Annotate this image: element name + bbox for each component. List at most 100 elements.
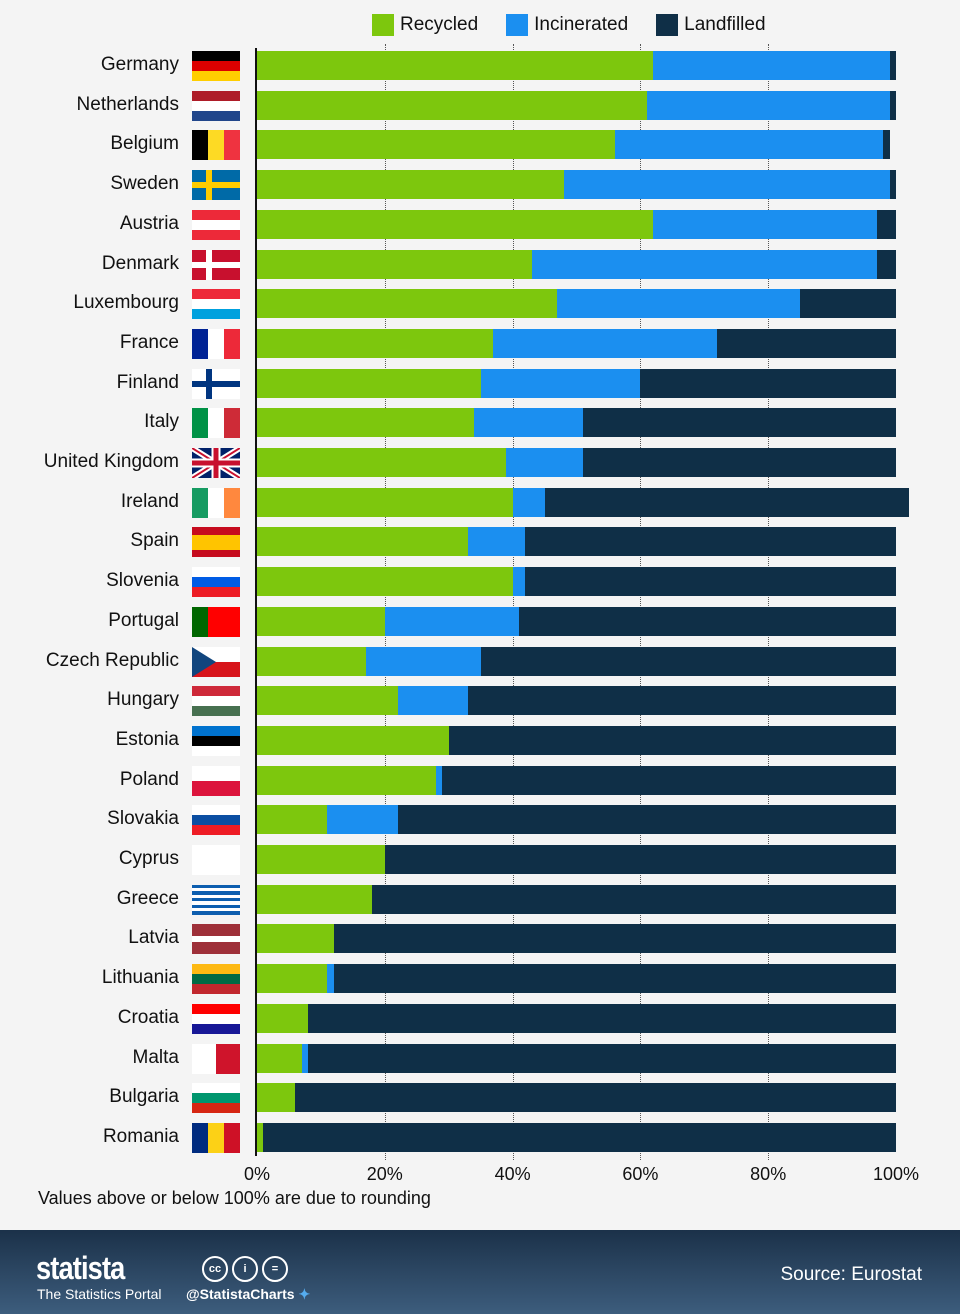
no-derivatives-icon: = [262,1256,288,1282]
flag-icon [192,567,240,598]
category-label: Latvia [128,927,179,949]
flag-icon [192,1043,240,1074]
flag-icon [192,1083,240,1114]
flag-icon [192,964,240,995]
cc-icon: cc [202,1256,228,1282]
bar-row [257,487,909,517]
bar-recycled [257,328,494,358]
license-icons[interactable]: cc i = [202,1256,288,1282]
bar-incinerated [327,805,398,835]
bar-landfilled [640,368,896,398]
bar-recycled [257,1043,302,1073]
flag-icon [192,845,240,875]
category-label: Italy [144,411,179,433]
flag-icon [192,1122,240,1153]
x-tick-label: 60% [622,1164,659,1184]
bar-landfilled [800,289,896,319]
category-label: Croatia [117,1006,179,1028]
twitter-handle[interactable]: @StatistaCharts ✦ [186,1286,310,1303]
bar-recycled [257,289,558,319]
bar-recycled [257,408,475,438]
bar-incinerated [493,328,718,358]
legend-swatch [372,14,394,36]
gridline [640,44,642,1160]
bar-recycled [257,527,468,557]
x-tick-label: 20% [366,1164,403,1184]
bar-recycled [257,51,654,80]
bar-row [257,884,896,914]
bar-incinerated [512,487,545,517]
bar-row [257,845,896,874]
flag-icon [192,487,240,518]
bar-incinerated [467,527,526,557]
bar-recycled [257,1083,296,1113]
x-tick-label: 0% [243,1164,271,1184]
bar-incinerated [653,51,890,80]
bar-incinerated [506,448,583,477]
category-label: United Kingdom [43,451,179,472]
x-tick-label: 80% [750,1164,787,1184]
flag-icon [192,289,240,320]
bar-landfilled [442,765,896,795]
bar-landfilled [295,1083,896,1113]
bar-recycled [257,606,385,636]
bar-row [257,686,896,716]
bar-recycled [257,249,532,279]
category-label: Romania [102,1125,179,1147]
bar-landfilled [333,924,896,954]
gridline [768,44,770,1160]
bar-landfilled [263,1122,896,1152]
bar-recycled [257,805,328,835]
bar-row [257,51,896,80]
bar-row [257,328,896,358]
bar-landfilled [889,90,896,120]
category-label: Finland [116,371,179,393]
flag-icon [192,328,240,359]
flag-icon [192,765,240,796]
source: Source: Eurostat [780,1264,922,1285]
bar-row [257,725,896,755]
category-label: Portugal [108,609,179,631]
bar-row [257,527,896,557]
category-label: Hungary [107,689,179,711]
statista-logo[interactable]: statista [36,1250,125,1286]
bar-landfilled [308,1003,896,1033]
bar-row [257,606,896,636]
bar-row [257,805,896,835]
bar-recycled [257,964,328,994]
footer: statista The Statistics Portal cc i = @S… [0,1230,960,1314]
legend: Recycled Incinerated Landfilled [372,14,766,36]
flag-icon [192,51,240,81]
bar-recycled [257,209,654,239]
bar-landfilled [889,170,896,200]
legend-item: Recycled [372,14,478,36]
plot-area [257,44,909,1160]
x-tick-label: 100% [872,1164,920,1184]
flag-icon [192,249,240,280]
legend-label: Landfilled [684,14,766,35]
category-label: Belgium [110,133,179,155]
bar-row [257,249,896,279]
gridline [384,44,386,1160]
bar-row [257,924,896,954]
bar-landfilled [480,646,896,676]
flag-icon [192,805,240,836]
bar-landfilled [544,487,909,517]
flag-icon [192,646,240,677]
bar-incinerated [384,606,519,636]
flag-icon [192,606,240,637]
bar-recycled [257,765,436,795]
category-label: Malta [132,1046,179,1068]
bar-recycled [257,170,564,200]
bar-recycled [257,567,513,597]
legend-item: Landfilled [656,14,766,36]
bar-landfilled [333,964,896,994]
bar-recycled [257,448,507,477]
category-label: Greece [116,887,179,909]
bar-landfilled [883,130,890,160]
bar-row [257,170,896,200]
bar-row [257,567,896,597]
bar-landfilled [372,884,896,914]
flag-icon [192,924,240,955]
bar-row [257,448,896,477]
